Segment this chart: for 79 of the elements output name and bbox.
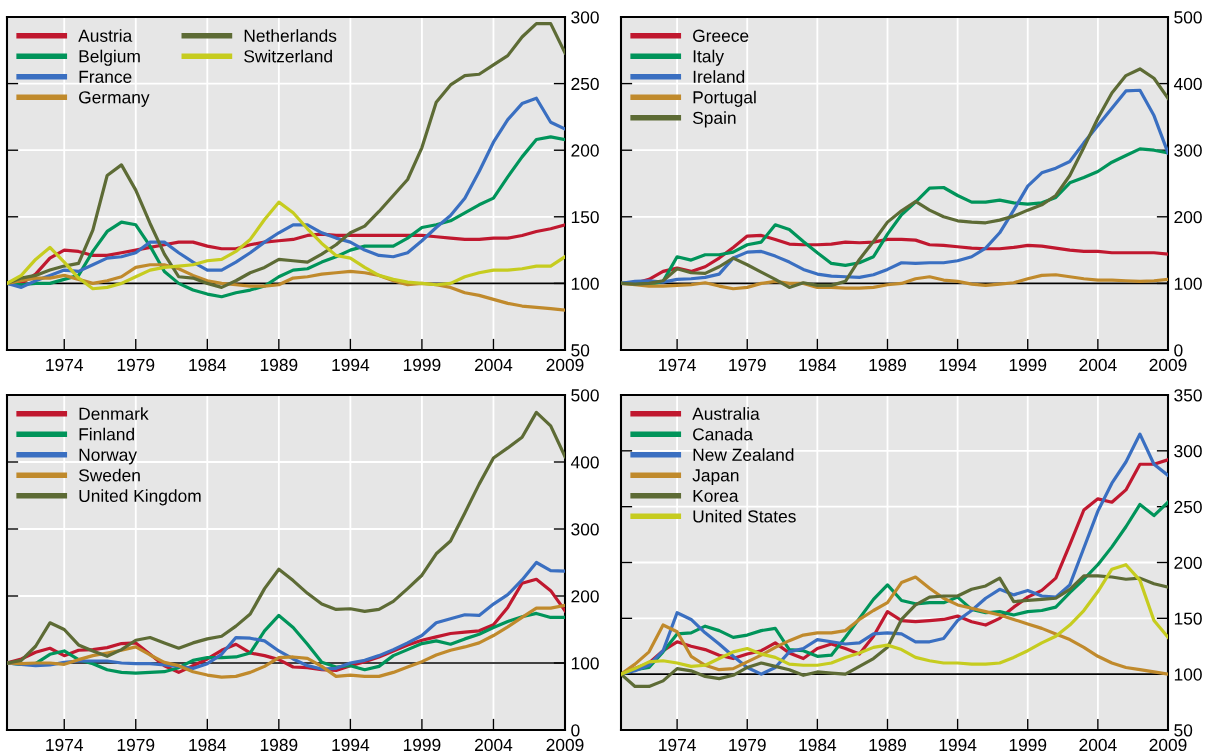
y-tick-label: 100 [571, 277, 599, 290]
y-tick-label: 300 [1174, 144, 1202, 157]
y-tick-label: 150 [1174, 612, 1202, 625]
x-tick-label: 1999 [1009, 358, 1047, 372]
x-tick-label: 1994 [332, 358, 370, 372]
y-tick-label: 400 [570, 456, 599, 469]
x-tick-label: 2009 [1149, 358, 1187, 372]
legend-label: France [79, 70, 132, 83]
y-tick-label: 250 [571, 77, 599, 91]
legend-label: Japan [692, 469, 739, 485]
legend-label: Norway [79, 448, 137, 465]
y-tick-label: 0 [1174, 344, 1183, 357]
x-tick-label: 1974 [46, 738, 84, 752]
y-tick-label: 400 [1173, 77, 1202, 91]
x-tick-label: 1979 [729, 358, 766, 372]
legend-label: Spain [692, 111, 736, 128]
legend-label: Denmark [79, 407, 149, 420]
legend-label: United Kingdom [79, 489, 201, 506]
x-tick-label: 1994 [939, 738, 977, 752]
legend-label: Netherlands [244, 29, 337, 42]
x-tick-label: 1974 [659, 738, 696, 752]
x-tick-label: 2009 [1149, 738, 1187, 752]
y-tick-label: 300 [1174, 445, 1202, 458]
x-tick-label: 2009 [546, 358, 584, 372]
x-tick-label: 1984 [799, 738, 837, 752]
x-tick-label: 1989 [260, 738, 298, 752]
x-tick-label: 1994 [332, 738, 370, 752]
legend-label: Portugal [693, 90, 756, 107]
legend-label: Korea [693, 489, 739, 502]
x-tick-label: 1989 [260, 358, 298, 372]
legend-label: Canada [693, 427, 753, 441]
x-tick-label: 1984 [799, 358, 837, 372]
x-tick-label: 1984 [189, 358, 227, 372]
legend-label: Italy [693, 49, 724, 66]
y-tick-label: 100 [571, 657, 599, 670]
legend-label: United States [693, 509, 796, 523]
y-tick-label: 200 [571, 144, 599, 157]
y-tick-label: 500 [571, 389, 599, 402]
x-tick-label: 1984 [189, 738, 227, 752]
x-tick-label: 2009 [546, 738, 584, 752]
x-tick-label: 1999 [1009, 738, 1047, 752]
x-tick-label: 1974 [659, 358, 696, 372]
x-tick-label: 1974 [46, 358, 84, 372]
y-tick-label: 150 [571, 210, 599, 224]
x-tick-label: 2004 [475, 358, 513, 372]
legend-label: Finland [79, 427, 134, 441]
x-tick-label: 1979 [117, 738, 155, 752]
legend-label: Germany [79, 91, 150, 107]
x-tick-label: 2004 [475, 738, 513, 752]
y-tick-label: 100 [1174, 277, 1202, 290]
x-tick-label: 2004 [1079, 358, 1117, 372]
y-tick-label: 50 [1174, 724, 1193, 737]
y-tick-label: 300 [571, 523, 599, 536]
x-tick-label: 1979 [729, 738, 766, 752]
y-tick-label: 100 [1174, 668, 1202, 681]
legend-label: Austria [78, 29, 133, 42]
legend-label: Belgium [79, 49, 140, 66]
y-tick-label: 250 [1174, 500, 1202, 514]
y-tick-label: 200 [571, 590, 599, 603]
legend-label: Switzerland [244, 49, 332, 63]
y-tick-label: 200 [1174, 556, 1202, 569]
legend-label: Greece [693, 29, 749, 42]
x-tick-label: 1999 [403, 738, 441, 752]
y-tick-label: 50 [571, 344, 590, 357]
legend-label: New Zealand [693, 448, 794, 461]
x-tick-label: 1994 [939, 358, 977, 372]
legend-label: Australia [692, 407, 760, 420]
x-tick-label: 2004 [1079, 738, 1117, 752]
y-tick-label: 350 [1174, 389, 1202, 402]
x-tick-label: 1989 [869, 358, 906, 372]
x-tick-label: 1979 [117, 358, 155, 372]
x-tick-label: 1999 [403, 358, 441, 372]
legend-label: Sweden [78, 468, 140, 482]
y-tick-label: 0 [571, 724, 580, 737]
y-tick-label: 200 [1174, 210, 1202, 224]
y-tick-label: 300 [571, 11, 599, 24]
legend-label: Ireland [693, 70, 745, 83]
y-tick-label: 500 [1174, 11, 1202, 24]
x-tick-label: 1989 [869, 738, 906, 752]
